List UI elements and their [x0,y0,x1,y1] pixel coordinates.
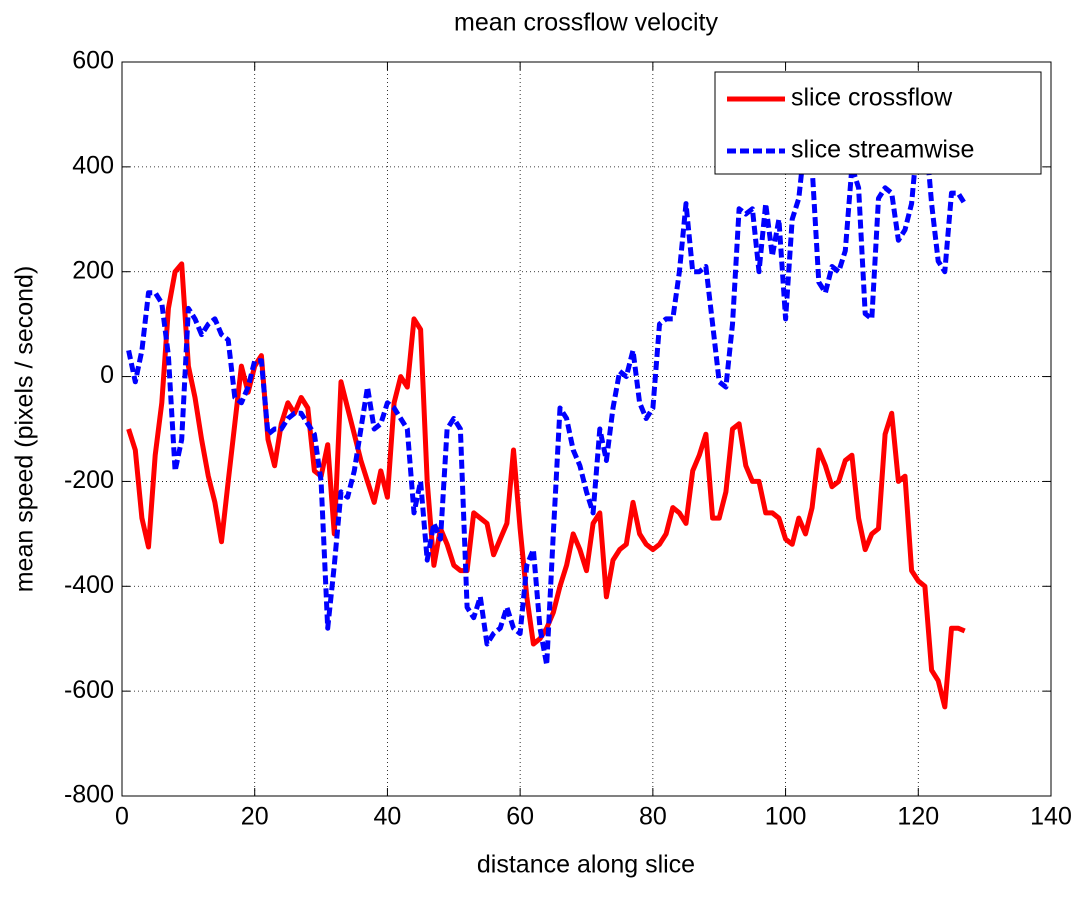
x-tick-label: 100 [765,803,807,831]
y-tick-label: 200 [72,256,114,284]
y-tick-label: 0 [100,361,114,389]
x-tick-label: 20 [241,803,269,831]
x-tick-label: 140 [1030,803,1072,831]
legend-label: slice crossflow [791,84,953,112]
x-tick-label: 0 [115,803,129,831]
x-tick-label: 120 [897,803,939,831]
x-axis-label: distance along slice [477,851,695,879]
plot-frame [121,61,1052,797]
x-tick-label: 40 [374,803,402,831]
x-tick-label: 80 [639,803,667,831]
legend-label: slice streamwise [791,136,974,164]
plot-area [122,62,1051,796]
y-tick-label: -800 [64,781,114,809]
legend: slice crossflow slice streamwise [714,71,1042,175]
y-tick-label: -200 [64,466,114,494]
legend-box [714,71,1042,175]
y-tick-label: -600 [64,676,114,704]
y-tick-label: -400 [64,571,114,599]
y-tick-label: 400 [72,151,114,179]
chart-title: mean crossflow velocity [454,9,718,37]
y-axis-label: mean speed (pixels / second) [11,266,39,593]
x-tick-label: 60 [506,803,534,831]
y-tick-label: 600 [72,47,114,75]
